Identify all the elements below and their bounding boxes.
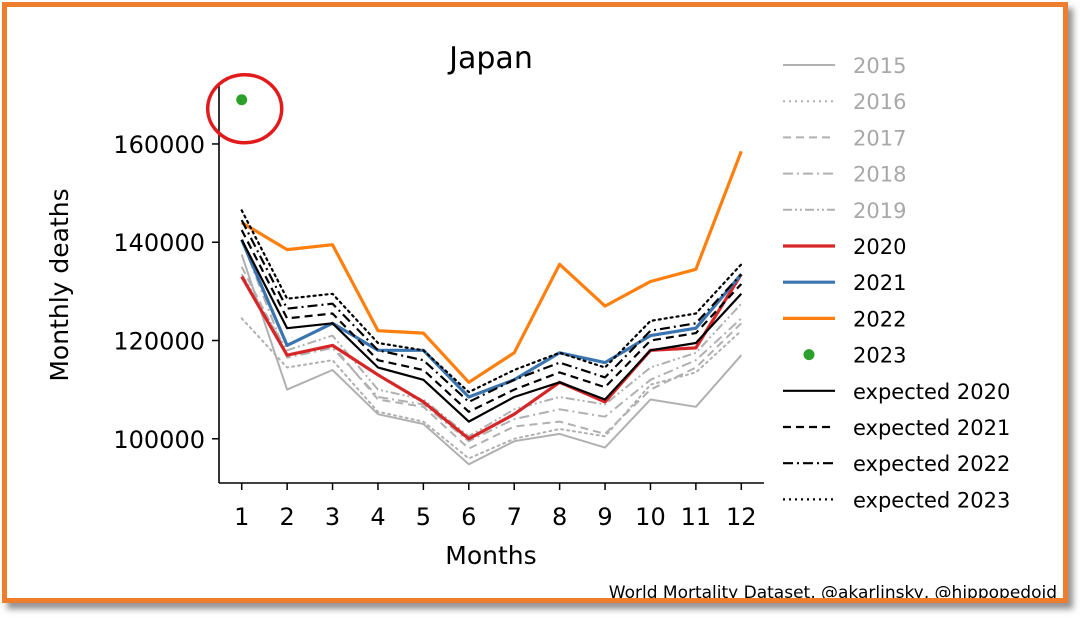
series-line-2017 bbox=[240, 266, 742, 450]
credit-text: World Mortality Dataset, @akarlinsky, @h… bbox=[609, 583, 1057, 598]
x-tick-label: 4 bbox=[370, 503, 385, 531]
series-line-2021 bbox=[240, 239, 743, 399]
x-tick-label: 11 bbox=[681, 503, 712, 531]
legend-label-expected-2022: expected 2022 bbox=[853, 452, 1010, 476]
series-line-2018 bbox=[240, 239, 742, 443]
legend-label-2017: 2017 bbox=[853, 126, 906, 150]
highlight-annotation bbox=[205, 72, 284, 145]
x-tick-label: 7 bbox=[507, 503, 522, 531]
x-tick-label: 6 bbox=[461, 503, 476, 531]
highlight-ellipse bbox=[205, 72, 284, 145]
series-line-expected-2023 bbox=[240, 209, 743, 394]
y-tick-label: 140000 bbox=[113, 229, 205, 257]
series-line-2020 bbox=[240, 273, 743, 441]
x-tick-label: 5 bbox=[416, 503, 431, 531]
y-tick-label: 160000 bbox=[113, 131, 205, 159]
legend-label-expected-2021: expected 2021 bbox=[853, 416, 1010, 440]
legend-label-2020: 2020 bbox=[853, 235, 906, 259]
x-axis-label: Months bbox=[445, 541, 536, 570]
x-tick-label: 12 bbox=[726, 503, 757, 531]
series-line-2022 bbox=[240, 150, 743, 384]
legend-label-2021: 2021 bbox=[853, 271, 906, 295]
chart-legend: 2015 2016 2017 2018 2019 2020 2021 2022 2023 expe… bbox=[783, 54, 1010, 512]
legend-label-2016: 2016 bbox=[853, 90, 906, 114]
series-line-expected-2022 bbox=[240, 219, 743, 403]
legend-label-expected-2023: expected 2023 bbox=[853, 488, 1010, 512]
legend-label-expected-2020: expected 2020 bbox=[853, 380, 1010, 404]
legend-swatch-2023 bbox=[803, 349, 815, 361]
x-tick-label: 10 bbox=[635, 503, 666, 531]
y-tick-label: 120000 bbox=[113, 328, 205, 356]
legend-label-2022: 2022 bbox=[853, 307, 906, 331]
y-tick-label: 100000 bbox=[113, 426, 205, 454]
x-tick-label: 2 bbox=[279, 503, 294, 531]
x-tick-label: 9 bbox=[597, 503, 612, 531]
x-tick-label: 1 bbox=[234, 503, 249, 531]
plot-area bbox=[236, 94, 743, 466]
series-line-2019 bbox=[240, 273, 743, 438]
chart-title: Japan bbox=[447, 41, 533, 76]
series-line-expected-2020 bbox=[240, 239, 743, 423]
series-line-expected-2021 bbox=[240, 229, 743, 413]
legend-label-2023: 2023 bbox=[853, 344, 906, 368]
x-tick-label: 3 bbox=[325, 503, 340, 531]
image-frame: Japan Monthly deaths Months 1 2 3 4 5 6 7 8 9 10 1… bbox=[2, 2, 1068, 603]
y-axis-label: Monthly deaths bbox=[45, 188, 74, 381]
x-tick-label: 8 bbox=[552, 503, 567, 531]
series-line-2016 bbox=[240, 317, 743, 460]
legend-label-2015: 2015 bbox=[853, 54, 906, 78]
legend-label-2019: 2019 bbox=[853, 199, 906, 223]
series-marker-2023 bbox=[236, 94, 248, 106]
legend-label-2018: 2018 bbox=[853, 163, 906, 187]
mortality-chart: Japan Monthly deaths Months 1 2 3 4 5 6 7 8 9 10 1… bbox=[45, 41, 1057, 598]
series-line-2015 bbox=[240, 254, 743, 466]
